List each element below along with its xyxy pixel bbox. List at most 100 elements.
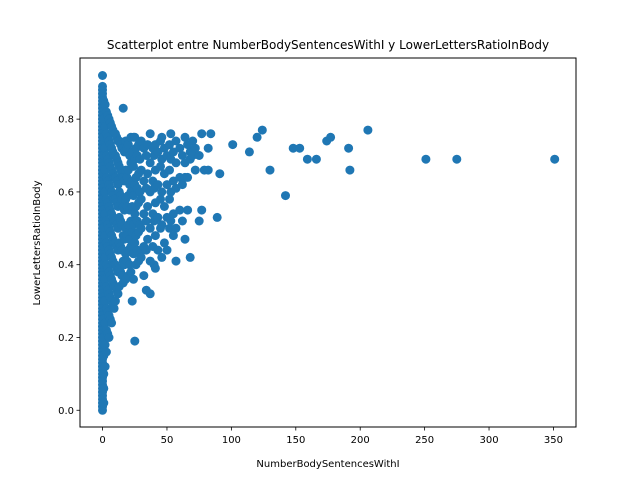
scatter-point xyxy=(194,216,204,226)
scatter-point xyxy=(302,154,312,164)
scatter-point xyxy=(185,252,195,262)
scatter-point xyxy=(143,234,153,244)
scatter-point xyxy=(363,125,373,135)
y-axis: 0.0 0.2 0.4 0.6 0.8 xyxy=(58,115,80,417)
scatter-point xyxy=(166,129,176,139)
scatter-point xyxy=(150,231,160,241)
scatter-point xyxy=(129,274,138,284)
scatter-point xyxy=(127,296,137,306)
scatter-point xyxy=(165,223,174,233)
scatter-point xyxy=(141,151,151,160)
scatter-point xyxy=(109,303,119,313)
scatter-point xyxy=(228,140,238,150)
scatter-point xyxy=(129,161,138,171)
scatter-point xyxy=(156,161,165,171)
scatter-point xyxy=(136,252,146,262)
scatter-point xyxy=(145,223,155,233)
y-axis-label: LowerLettersRatioInBody xyxy=(32,180,43,305)
scatter-point xyxy=(130,336,140,346)
scatter-point xyxy=(311,154,321,164)
scatter-point xyxy=(107,318,117,328)
scatter-point xyxy=(345,165,355,175)
scatter-point xyxy=(162,245,172,255)
scatter-point xyxy=(153,180,163,190)
scatter-point xyxy=(145,129,155,139)
scatter-point xyxy=(98,71,107,80)
scatter-point xyxy=(171,256,181,266)
y-tick-label: 0.0 xyxy=(58,406,74,417)
scatter-point xyxy=(177,216,187,226)
scatter-point xyxy=(130,238,140,248)
scatter-point xyxy=(165,194,174,204)
scatter-point xyxy=(288,143,298,153)
scatter-point xyxy=(99,383,109,393)
scatter-point xyxy=(168,231,178,241)
scatter-point xyxy=(104,333,114,342)
scatter-point xyxy=(110,296,120,306)
scatter-point xyxy=(344,143,354,153)
scatter-point xyxy=(171,223,181,233)
scatter-point xyxy=(159,202,169,211)
scatter-point xyxy=(166,216,176,226)
x-tick-label: 350 xyxy=(544,435,563,446)
scatter-point xyxy=(159,238,169,248)
scatter-point xyxy=(136,194,146,204)
scatter-point xyxy=(123,140,133,150)
scatter-point xyxy=(139,209,149,219)
scatter-point xyxy=(194,151,204,160)
scatter-point xyxy=(265,165,275,175)
scatter-point xyxy=(100,340,110,350)
x-tick-label: 150 xyxy=(286,435,305,446)
y-tick-label: 0.6 xyxy=(58,187,74,198)
scatter-point xyxy=(281,191,290,201)
y-tick-label: 0.2 xyxy=(58,333,74,344)
scatter-point xyxy=(157,187,167,197)
scatter-point xyxy=(143,169,153,179)
scatter-point xyxy=(150,263,160,273)
scatter-point xyxy=(99,398,109,408)
scatter-point xyxy=(153,212,163,222)
scatter-point xyxy=(157,220,167,230)
scatter-point xyxy=(171,136,181,146)
scatter-point xyxy=(326,132,336,142)
x-tick-label: 100 xyxy=(222,435,241,446)
scatter-point xyxy=(188,151,198,160)
scatter-point xyxy=(190,143,200,153)
scatter-point xyxy=(157,132,167,142)
scatter-point xyxy=(188,136,198,146)
scatter-point xyxy=(197,205,207,215)
axes-frame xyxy=(79,57,577,428)
scatter-point xyxy=(206,129,216,139)
scatter-point xyxy=(295,143,305,153)
scatter-point xyxy=(145,158,155,168)
scatter-point xyxy=(145,289,155,299)
scatter-point xyxy=(175,143,185,153)
scatter-point xyxy=(165,165,174,175)
y-tick-label: 0.4 xyxy=(58,260,74,271)
scatter-point xyxy=(153,245,163,255)
scatter-point xyxy=(421,154,431,164)
scatter-point xyxy=(175,205,185,215)
scatter-point xyxy=(252,132,262,142)
chart-title: Scatterplot entre NumberBodySentencesWit… xyxy=(107,38,549,52)
points-layer xyxy=(98,71,560,415)
scatter-point xyxy=(183,205,193,215)
scatter-point xyxy=(197,129,207,139)
scatter-point xyxy=(203,165,213,175)
x-tick-label: 0 xyxy=(99,435,105,446)
scatter-point xyxy=(101,347,111,357)
x-tick-label: 200 xyxy=(351,435,370,446)
scatter-point xyxy=(130,209,140,219)
scatter-point xyxy=(550,154,560,164)
x-axis: 0 50 100 150 200 250 300 350 xyxy=(99,427,563,446)
x-tick-label: 250 xyxy=(415,435,434,446)
scatter-point xyxy=(244,147,254,157)
scatter-point xyxy=(171,158,181,168)
scatter-point xyxy=(183,172,193,182)
scatter-point xyxy=(113,289,123,299)
scatter-point xyxy=(100,100,110,110)
scatter-point xyxy=(177,180,187,190)
scatter-point xyxy=(203,143,213,153)
scatter-point xyxy=(156,194,165,204)
